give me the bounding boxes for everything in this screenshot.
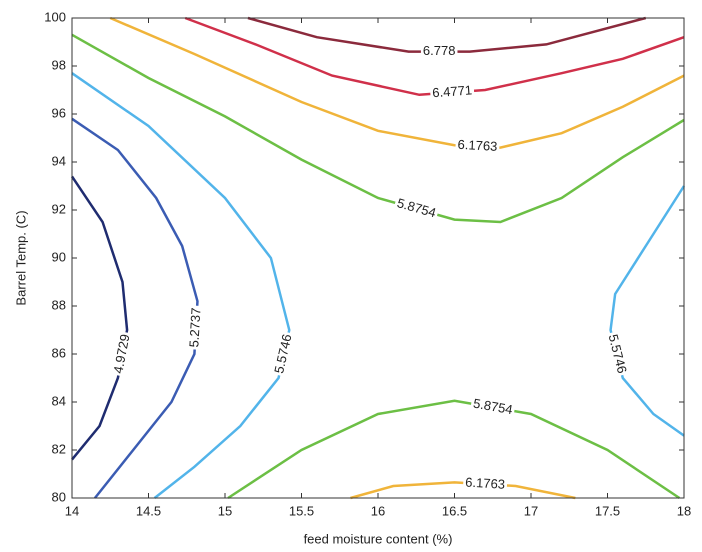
y-tick-label: 80 bbox=[52, 489, 66, 504]
x-tick-label: 15.5 bbox=[289, 503, 314, 518]
contour-label: 6.1763 bbox=[457, 137, 497, 154]
y-tick-label: 96 bbox=[52, 105, 66, 120]
contour-line bbox=[609, 185, 686, 437]
contour-label-bg bbox=[429, 82, 475, 101]
x-axis-label: feed moisture content (%) bbox=[304, 531, 453, 546]
plot-frame bbox=[71, 17, 685, 499]
contour-label-bg bbox=[420, 43, 458, 59]
contour-label-bg bbox=[109, 330, 133, 377]
contour-label: 5.5746 bbox=[271, 333, 294, 375]
y-tick-label: 82 bbox=[52, 441, 66, 456]
y-axis-label: Barrel Temp. (C) bbox=[13, 210, 28, 305]
contour-line bbox=[350, 481, 576, 500]
y-tick-label: 86 bbox=[52, 345, 66, 360]
contour-label: 5.2737 bbox=[186, 307, 203, 348]
contour-label-group: 5.8754 bbox=[393, 194, 440, 221]
y-tick-label: 88 bbox=[52, 297, 66, 312]
contour-label-group: 5.5746 bbox=[605, 330, 631, 377]
contour-label-bg bbox=[605, 330, 631, 377]
contour-label-group: 5.5746 bbox=[270, 330, 295, 377]
contour-label-group: 6.1763 bbox=[455, 136, 500, 154]
x-tick-label: 16 bbox=[371, 503, 385, 518]
y-tick-label: 90 bbox=[52, 249, 66, 264]
y-tick-label: 92 bbox=[52, 201, 66, 216]
contour-label: 6.778 bbox=[423, 43, 456, 58]
contour-line bbox=[71, 33, 685, 224]
contour-label-bg bbox=[455, 136, 500, 154]
y-tick-label: 98 bbox=[52, 57, 66, 72]
contour-label-group: 4.9729 bbox=[109, 330, 133, 377]
y-tick-label: 94 bbox=[52, 153, 66, 168]
contour-line bbox=[71, 72, 291, 499]
contour-label: 5.5746 bbox=[606, 333, 630, 375]
x-tick-label: 16.5 bbox=[442, 503, 467, 518]
contour-line bbox=[71, 117, 199, 499]
x-tick-label: 17.5 bbox=[595, 503, 620, 518]
contour-label-bg bbox=[186, 305, 204, 350]
contour-label: 6.1763 bbox=[465, 474, 506, 491]
contour-line bbox=[109, 16, 685, 149]
contour-label: 4.9729 bbox=[110, 333, 132, 375]
contour-line bbox=[70, 175, 129, 461]
x-tick-label: 17 bbox=[524, 503, 538, 518]
contour-line bbox=[227, 399, 681, 500]
contour-label-bg bbox=[462, 474, 508, 492]
contour-label-bg bbox=[470, 395, 516, 418]
contour-label-group: 6.4771 bbox=[429, 82, 475, 101]
x-tick-label: 15 bbox=[218, 503, 232, 518]
contour-label-group: 6.1763 bbox=[462, 474, 508, 492]
contour-label-bg bbox=[270, 330, 295, 377]
contour-label-bg bbox=[393, 194, 440, 221]
contour-label: 5.8754 bbox=[395, 195, 437, 220]
x-tick-label: 18 bbox=[677, 503, 691, 518]
contour-label: 5.8754 bbox=[472, 396, 514, 418]
contour-label-group: 5.8754 bbox=[470, 395, 516, 418]
x-tick-label: 14.5 bbox=[136, 503, 161, 518]
y-tick-label: 100 bbox=[44, 9, 66, 24]
contour-label: 6.4771 bbox=[432, 82, 473, 100]
contour-label-group: 6.778 bbox=[420, 43, 458, 59]
x-tick-label: 14 bbox=[65, 503, 79, 518]
contour-label-group: 5.2737 bbox=[186, 305, 204, 350]
y-tick-label: 84 bbox=[52, 393, 66, 408]
